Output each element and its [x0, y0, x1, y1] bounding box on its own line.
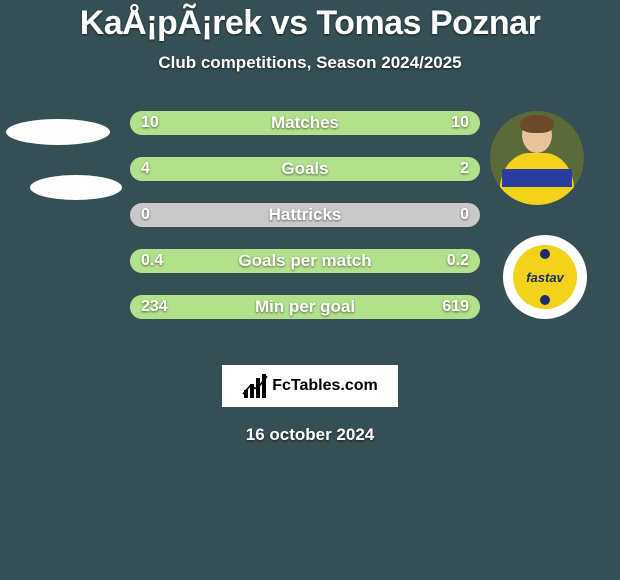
bar-value-left: 10 — [141, 114, 159, 132]
bar-value-right: 0.2 — [447, 252, 469, 270]
bar-label: Goals per match — [238, 251, 371, 271]
player-left-column — [6, 111, 116, 200]
player-hair — [520, 115, 554, 133]
club-logo-inner: fastav — [513, 245, 577, 309]
stat-bar-min-per-goal: 234 619 Min per goal — [130, 295, 480, 319]
stat-bar-goals-per-match: 0.4 0.2 Goals per match — [130, 249, 480, 273]
brand-text: FcTables.com — [272, 377, 378, 395]
bar-value-left: 4 — [141, 160, 150, 178]
player-right-club-logo: fastav — [503, 235, 587, 319]
player-left-photo-placeholder — [6, 119, 110, 145]
bar-value-right: 2 — [460, 160, 469, 178]
comparison-bars: 10 10 Matches 4 2 Goals 0 0 Hattricks 0.4 0.2 Goals… — [130, 111, 480, 341]
bar-value-left: 234 — [141, 298, 168, 316]
stat-bar-goals: 4 2 Goals — [130, 157, 480, 181]
club-logo-dot-bottom — [540, 295, 550, 305]
comparison-content: fastav 1010Matches42Goals00Hattricks0.40… — [0, 111, 620, 351]
footer-date: 16 october 2024 — [0, 425, 620, 445]
bar-label: Hattricks — [269, 205, 342, 225]
bar-label: Matches — [271, 113, 339, 133]
page-subtitle: Club competitions, Season 2024/2025 — [0, 53, 620, 73]
stat-bar-matches: 10 10 Matches — [130, 111, 480, 135]
bar-value-left: 0 — [141, 206, 150, 224]
player-right-column: fastav — [490, 111, 600, 319]
brand-box[interactable]: FcTables.com — [222, 365, 398, 407]
player-left-club-placeholder — [30, 175, 122, 200]
player-jersey-stripe — [502, 169, 572, 187]
page-title: KaÅ¡pÃ¡rek vs Tomas Poznar — [0, 4, 620, 43]
bar-value-right: 10 — [451, 114, 469, 132]
bar-value-right: 0 — [460, 206, 469, 224]
club-logo-dot-top — [540, 249, 550, 259]
comparison-page: KaÅ¡pÃ¡rek vs Tomas Poznar Club competit… — [0, 0, 620, 580]
bar-value-left: 0.4 — [141, 252, 163, 270]
brand-chart-icon — [242, 374, 268, 398]
club-logo-text: fastav — [526, 270, 564, 285]
bar-value-right: 619 — [442, 298, 469, 316]
bar-label: Min per goal — [255, 297, 355, 317]
player-right-photo — [490, 111, 584, 205]
stat-bar-hattricks: 0 0 Hattricks — [130, 203, 480, 227]
bar-label: Goals — [281, 159, 328, 179]
